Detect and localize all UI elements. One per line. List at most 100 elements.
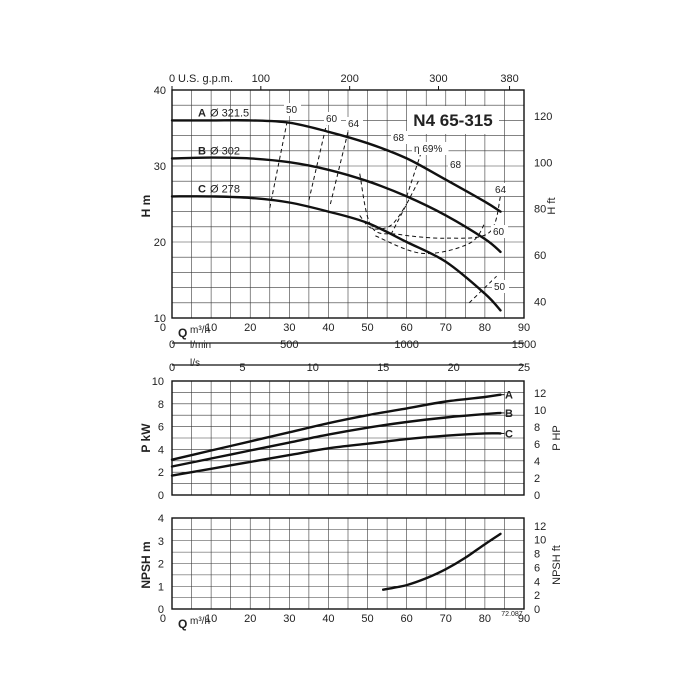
gpm-unit-label: U.S. g.p.m.	[178, 73, 233, 85]
head-curve-b	[170, 156, 502, 254]
power-y-axis-label: P kW	[139, 423, 153, 453]
lmin-tick-label: 0	[169, 339, 175, 351]
head-y-right-tick-label: 80	[534, 204, 546, 216]
head-y-axis-label: H m	[139, 195, 153, 218]
npsh-y-right-tick-label: 12	[534, 521, 546, 533]
npsh-x-zero: 0	[160, 613, 166, 625]
power-y-tick-label: 0	[158, 490, 164, 502]
head-curve-label-a: A	[198, 107, 206, 119]
head-y-right-tick-label: 60	[534, 250, 546, 262]
chart-title: N4 65-315	[413, 111, 492, 130]
efficiency-label-bg	[284, 103, 301, 116]
head-curve-c	[170, 195, 502, 312]
npsh-y-tick-label: 2	[158, 559, 164, 571]
npsh-y-tick-label: 4	[158, 513, 164, 525]
npsh-x-tick-label: 20	[244, 613, 256, 625]
head-curve-a	[170, 119, 502, 213]
ls-tick-label: 10	[307, 362, 319, 374]
npsh-y-axis-label: NPSH m	[139, 541, 153, 588]
npsh-x-tick-label: 70	[440, 613, 452, 625]
power-panel-frame	[171, 380, 525, 496]
npsh-curve	[382, 532, 502, 591]
ls-tick-label: 25	[518, 362, 530, 374]
efficiency-curve	[390, 180, 419, 235]
npsh-x-tick-label: 40	[322, 613, 334, 625]
efficiency-label: 50	[494, 282, 506, 293]
npsh-x-tick-label: 50	[361, 613, 373, 625]
lmin-tick-label: 1500	[512, 339, 536, 351]
efficiency-curve	[468, 275, 497, 304]
efficiency-curve	[329, 131, 349, 205]
efficiency-label-bg	[412, 142, 449, 155]
efficiency-label-bg	[346, 117, 363, 130]
q-unit-label: m³/h	[190, 325, 210, 336]
efficiency-curve	[308, 124, 327, 201]
lmin-tick-label: 1000	[394, 339, 418, 351]
npsh-x-tick-label: 60	[401, 613, 413, 625]
power-curve-label-c: C	[505, 428, 513, 440]
power-y-right-tick-label: 4	[534, 456, 540, 468]
npsh-q-axis-label: Q	[178, 617, 187, 631]
npsh-y-right-tick-label: 4	[534, 576, 540, 588]
lmin-unit-label: l/min	[190, 340, 211, 351]
efficiency-label: 68	[393, 133, 405, 144]
efficiency-label: 64	[348, 119, 360, 130]
efficiency-label: η 69%	[414, 144, 442, 155]
power-y-right-tick-label: 0	[534, 490, 540, 502]
head-x-tick-label: 50	[361, 322, 373, 334]
power-curve-label-a: A	[505, 390, 513, 402]
gpm-tick-label: 380	[500, 73, 518, 85]
ls-tick-label: 5	[239, 362, 245, 374]
head-y-tick-label: 20	[154, 237, 166, 249]
head-x-tick-label: 10	[205, 322, 217, 334]
efficiency-label: 60	[326, 114, 338, 125]
efficiency-label-bg	[493, 183, 510, 196]
head-x-tick-label: 40	[322, 322, 334, 334]
head-y-right-axis-label: H ft	[546, 197, 558, 214]
head-x-tick-label: 90	[518, 322, 530, 334]
gpm-tick-label: 300	[429, 73, 447, 85]
efficiency-label-bg	[391, 131, 408, 144]
npsh-y-tick-label: 3	[158, 536, 164, 548]
npsh-y-tick-label: 0	[158, 604, 164, 616]
efficiency-label: 50	[286, 105, 298, 116]
efficiency-curve	[375, 222, 486, 255]
ls-tick-label: 15	[377, 362, 389, 374]
q-axis-label: Q	[178, 326, 187, 340]
power-curve-b	[170, 411, 502, 468]
npsh-y-right-tick-label: 10	[534, 535, 546, 547]
efficiency-label-bg	[491, 225, 508, 238]
power-y-right-tick-label: 2	[534, 473, 540, 485]
head-curve-diameter-a: Ø 321.5	[210, 107, 249, 119]
head-x-tick-label: 70	[440, 322, 452, 334]
power-y-tick-label: 10	[152, 376, 164, 388]
npsh-y-tick-label: 1	[158, 581, 164, 593]
power-y-right-tick-label: 10	[534, 405, 546, 417]
npsh-x-tick-label: 10	[205, 613, 217, 625]
head-x-zero: 0	[160, 322, 166, 334]
ls-tick-label: 20	[447, 362, 459, 374]
efficiency-label-bg	[324, 112, 341, 125]
npsh-y-right-tick-label: 0	[534, 604, 540, 616]
title-background	[407, 106, 499, 134]
efficiency-label-bg	[448, 158, 465, 171]
power-y-tick-label: 2	[158, 467, 164, 479]
npsh-y-right-axis-label: NPSH ft	[551, 545, 563, 585]
efficiency-curve	[269, 120, 288, 208]
head-curve-label-c: C	[198, 183, 206, 195]
npsh-x-tick-label: 80	[479, 613, 491, 625]
npsh-y-right-tick-label: 8	[534, 549, 540, 561]
efficiency-label-bg	[492, 280, 509, 293]
power-y-tick-label: 4	[158, 444, 164, 456]
head-y-tick-label: 40	[154, 85, 166, 97]
head-y-right-tick-label: 120	[534, 111, 552, 123]
head-curve-label-b: B	[198, 145, 206, 157]
npsh-y-right-tick-label: 2	[534, 590, 540, 602]
head-y-tick-label: 10	[154, 313, 166, 325]
power-curve-c	[170, 432, 502, 477]
npsh-x-tick-label: 90	[518, 613, 530, 625]
power-y-tick-label: 6	[158, 422, 164, 434]
ls-tick-label: 0	[169, 362, 175, 374]
head-y-right-tick-label: 40	[534, 296, 546, 308]
